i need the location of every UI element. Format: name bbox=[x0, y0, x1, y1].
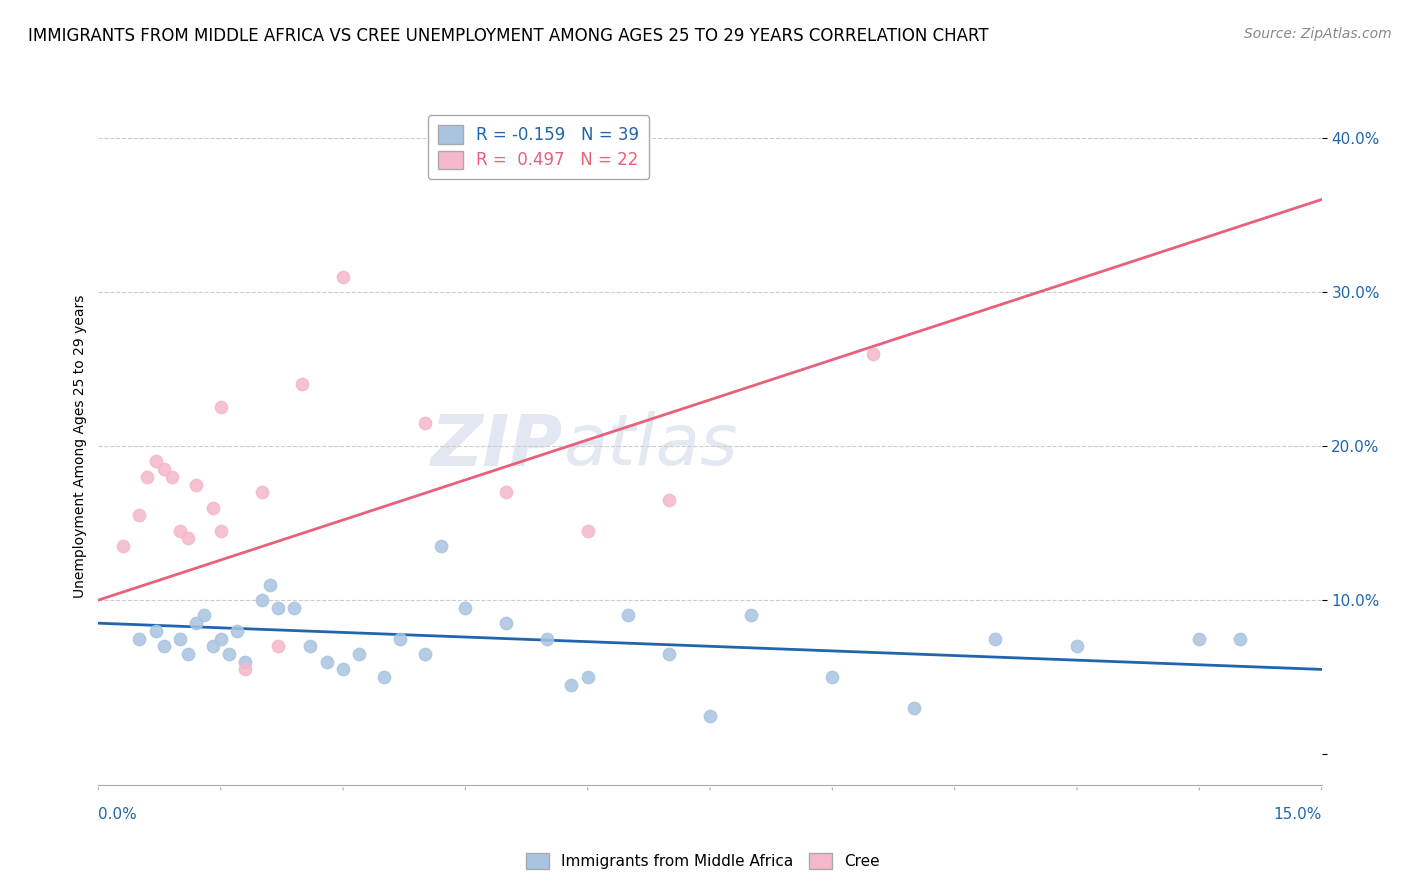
Text: atlas: atlas bbox=[564, 411, 738, 481]
Point bbox=[560, 678, 582, 692]
Point bbox=[145, 454, 167, 468]
Point bbox=[152, 462, 174, 476]
Point bbox=[186, 616, 208, 631]
Point bbox=[576, 524, 599, 538]
Point bbox=[259, 577, 281, 591]
Point bbox=[332, 269, 354, 284]
Point bbox=[862, 346, 884, 360]
Point bbox=[740, 608, 762, 623]
Point bbox=[267, 640, 290, 654]
Point bbox=[128, 508, 150, 523]
Point bbox=[903, 701, 925, 715]
Text: ZIP: ZIP bbox=[432, 411, 564, 481]
Point bbox=[495, 485, 517, 500]
Point bbox=[1188, 632, 1211, 646]
Point bbox=[984, 632, 1007, 646]
Point bbox=[454, 600, 477, 615]
Y-axis label: Unemployment Among Ages 25 to 29 years: Unemployment Among Ages 25 to 29 years bbox=[73, 294, 87, 598]
Point bbox=[413, 647, 436, 661]
Point bbox=[576, 670, 599, 684]
Point bbox=[128, 632, 150, 646]
Point bbox=[430, 539, 453, 553]
Point bbox=[201, 640, 224, 654]
Point bbox=[193, 608, 215, 623]
Text: IMMIGRANTS FROM MIDDLE AFRICA VS CREE UNEMPLOYMENT AMONG AGES 25 TO 29 YEARS COR: IMMIGRANTS FROM MIDDLE AFRICA VS CREE UN… bbox=[28, 27, 988, 45]
Point bbox=[617, 608, 640, 623]
Point bbox=[821, 670, 844, 684]
Point bbox=[169, 632, 191, 646]
Point bbox=[315, 655, 337, 669]
Point bbox=[658, 492, 681, 507]
Point bbox=[111, 539, 134, 553]
Point bbox=[536, 632, 558, 646]
Point bbox=[218, 647, 240, 661]
Point bbox=[209, 632, 232, 646]
Point bbox=[186, 477, 208, 491]
Point bbox=[250, 485, 273, 500]
Point bbox=[699, 708, 721, 723]
Point bbox=[349, 647, 371, 661]
Point bbox=[250, 593, 273, 607]
Point bbox=[283, 600, 305, 615]
Point bbox=[169, 524, 191, 538]
Text: Source: ZipAtlas.com: Source: ZipAtlas.com bbox=[1244, 27, 1392, 41]
Point bbox=[209, 524, 232, 538]
Point bbox=[373, 670, 395, 684]
Point bbox=[177, 647, 200, 661]
Point bbox=[145, 624, 167, 638]
Legend: Immigrants from Middle Africa, Cree: Immigrants from Middle Africa, Cree bbox=[520, 847, 886, 875]
Point bbox=[177, 532, 200, 546]
Point bbox=[495, 616, 517, 631]
Point bbox=[209, 401, 232, 415]
Point bbox=[1066, 640, 1088, 654]
Point bbox=[658, 647, 681, 661]
Point bbox=[226, 624, 249, 638]
Point bbox=[299, 640, 322, 654]
Point bbox=[1229, 632, 1251, 646]
Point bbox=[389, 632, 412, 646]
Point bbox=[413, 416, 436, 430]
Point bbox=[332, 662, 354, 676]
Text: 0.0%: 0.0% bbox=[98, 807, 138, 822]
Point bbox=[233, 662, 256, 676]
Point bbox=[291, 377, 314, 392]
Point bbox=[267, 600, 290, 615]
Point bbox=[233, 655, 256, 669]
Text: 15.0%: 15.0% bbox=[1274, 807, 1322, 822]
Point bbox=[201, 500, 224, 515]
Point bbox=[152, 640, 174, 654]
Legend: R = -0.159   N = 39, R =  0.497   N = 22: R = -0.159 N = 39, R = 0.497 N = 22 bbox=[427, 115, 650, 179]
Point bbox=[160, 470, 183, 484]
Point bbox=[136, 470, 159, 484]
